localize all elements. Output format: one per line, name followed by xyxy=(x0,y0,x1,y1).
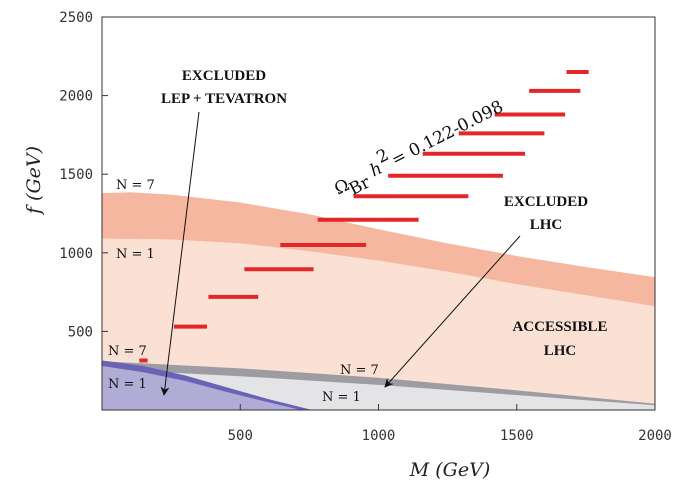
y-tick-label-4: 2500 xyxy=(59,10,93,26)
region-5 xyxy=(102,360,313,410)
y-tick-label-2: 1500 xyxy=(59,167,93,183)
excluded-lhc-label-line2: LHC xyxy=(530,217,563,233)
x-tick-label-1: 1000 xyxy=(362,428,396,444)
regions-layer xyxy=(102,192,655,410)
excluded-lep-arrow xyxy=(160,111,200,396)
excluded-lep-label-line2: LEP + TEVATRON xyxy=(161,91,287,107)
y-axis-title: f (GeV) xyxy=(23,146,45,216)
n1-lower-left-label: N = 1 xyxy=(108,377,147,392)
accessible-lhc-label-line2: LHC xyxy=(544,343,577,359)
region-1 xyxy=(102,192,655,307)
excluded-lhc-label-line1: EXCLUDED xyxy=(504,194,588,210)
n1-band-upper-label: N = 1 xyxy=(116,247,155,262)
axis-ticks: 500 1000 1500 2000 500 1000 1500 2000 2500 xyxy=(59,10,672,444)
x-tick-label-2: 1500 xyxy=(500,428,534,444)
accessible-lhc-label-line1: ACCESSIBLE xyxy=(512,319,607,335)
excluded-lep-label-line1: EXCLUDED xyxy=(182,68,266,84)
region-0 xyxy=(102,238,655,410)
region-3 xyxy=(102,361,655,406)
excluded-lhc-arrow xyxy=(384,235,521,388)
x-tick-label-3: 2000 xyxy=(638,428,672,444)
relic-density-label: Ω Br h 2 = 0.122-0.098 xyxy=(331,97,506,200)
y-tick-label-3: 2000 xyxy=(59,89,93,105)
x-tick-label-0: 500 xyxy=(228,428,253,444)
n7-band-upper-label: N = 7 xyxy=(116,178,155,193)
n7-lower-left-label: N = 7 xyxy=(108,344,147,359)
x-axis-title: M (GeV) xyxy=(409,459,490,481)
n7-lower-right-label: N = 7 xyxy=(340,363,379,378)
n1-lower-right-label: N = 1 xyxy=(322,390,361,405)
relic-density-segments xyxy=(139,70,589,363)
y-tick-label-0: 500 xyxy=(68,324,93,340)
y-tick-label-1: 1000 xyxy=(59,246,93,262)
